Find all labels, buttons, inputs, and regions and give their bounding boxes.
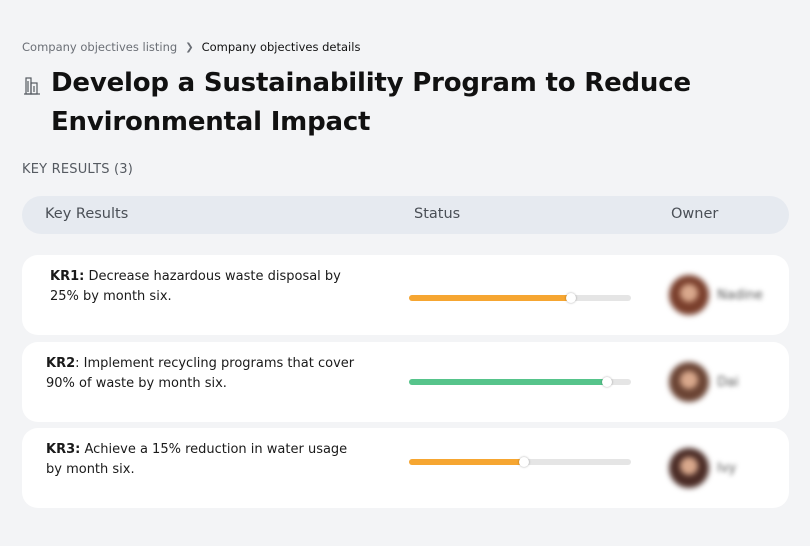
key-result-text: KR1: Decrease hazardous waste disposal b… bbox=[50, 267, 370, 307]
progress-handle[interactable] bbox=[601, 377, 612, 387]
avatar bbox=[669, 362, 709, 402]
chevron-right-icon: ❯ bbox=[185, 41, 194, 53]
progress-fill bbox=[409, 295, 572, 301]
progress-bar bbox=[409, 457, 631, 467]
breadcrumb-link-listing[interactable]: Company objectives listing bbox=[22, 40, 178, 54]
building-icon bbox=[24, 77, 40, 95]
key-result-id: KR2 bbox=[46, 356, 76, 371]
table-header: Key Results Status Owner bbox=[22, 196, 789, 234]
owner-name: Dai bbox=[717, 374, 739, 390]
progress-fill bbox=[409, 459, 525, 465]
header-owner: Owner bbox=[671, 206, 719, 222]
key-result-id: KR1: bbox=[50, 269, 85, 284]
key-result-row[interactable]: KR1: Decrease hazardous waste disposal b… bbox=[22, 255, 789, 335]
key-result-row[interactable]: KR2: Implement recycling programs that c… bbox=[22, 342, 789, 422]
key-result-description: : Implement recycling programs that cove… bbox=[46, 356, 355, 391]
key-result-text: KR3: Achieve a 15% reduction in water us… bbox=[46, 440, 356, 480]
owner[interactable]: Dai bbox=[669, 362, 739, 402]
header-key-results: Key Results bbox=[45, 206, 129, 222]
page-title: Develop a Sustainability Program to Redu… bbox=[51, 68, 691, 137]
avatar bbox=[669, 448, 709, 488]
key-result-description: Achieve a 15% reduction in water usage b… bbox=[46, 442, 348, 477]
owner-name: Nadine bbox=[717, 287, 763, 303]
breadcrumb: Company objectives listing ❯ Company obj… bbox=[22, 40, 360, 54]
progress-fill bbox=[409, 379, 607, 385]
progress-handle[interactable] bbox=[519, 457, 530, 467]
owner[interactable]: Nadine bbox=[669, 275, 763, 315]
progress-bar bbox=[409, 293, 631, 303]
key-result-description: Decrease hazardous waste disposal by 25%… bbox=[50, 269, 341, 304]
progress-handle[interactable] bbox=[566, 293, 577, 303]
breadcrumb-current: Company objectives details bbox=[201, 40, 361, 54]
key-results-count-label: KEY RESULTS (3) bbox=[22, 162, 134, 177]
progress-bar bbox=[409, 377, 631, 387]
key-result-id: KR3: bbox=[46, 442, 81, 457]
key-result-row[interactable]: KR3: Achieve a 15% reduction in water us… bbox=[22, 428, 789, 508]
owner-name: Ivy bbox=[717, 460, 737, 476]
avatar bbox=[669, 275, 709, 315]
header-status: Status bbox=[414, 206, 461, 222]
key-result-text: KR2: Implement recycling programs that c… bbox=[46, 354, 386, 394]
owner[interactable]: Ivy bbox=[669, 448, 736, 488]
